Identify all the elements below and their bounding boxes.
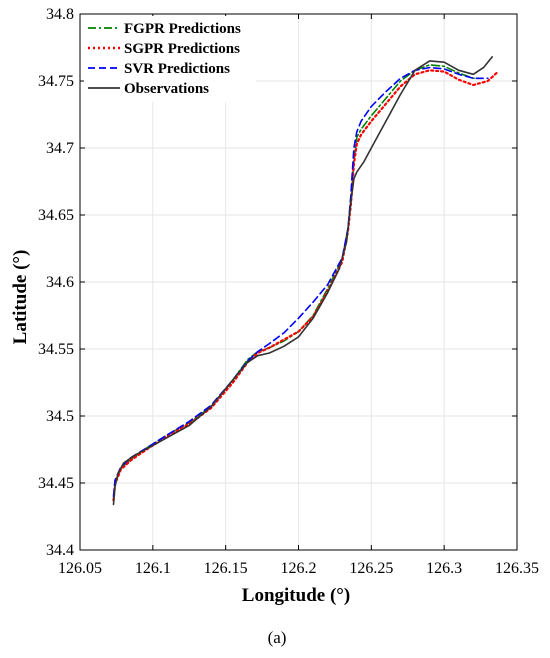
x-tick-label: 126.1 [135,560,171,577]
y-tick-label: 34.55 [38,341,74,358]
legend-label: Observations [124,81,209,97]
y-tick-label: 34.45 [38,475,74,492]
x-tick-labels: 126.05 126.1 126.15 126.2 126.25 126.3 126.35 [58,560,539,577]
legend-label: SVR Predictions [124,61,230,77]
y-tick-label: 34.7 [46,140,74,157]
x-axis-label: Longitude (°) [242,585,350,606]
x-tick-label: 126.2 [281,560,317,577]
y-tick-label: 34.4 [46,542,74,559]
y-tick-label: 34.65 [38,207,74,224]
x-tick-label: 126.15 [204,560,248,577]
legend-label: SGPR Predictions [124,41,240,57]
grid-lines [79,13,518,551]
y-tick-label: 34.6 [46,274,74,291]
series-line-observations [112,56,494,506]
y-tick-label: 34.75 [38,73,74,90]
x-tick-label: 126.35 [495,560,539,577]
x-tick-label: 126.05 [58,560,102,577]
y-tick-label: 34.8 [46,6,74,23]
series-lines [112,56,500,506]
legend: FGPR Predictions SGPR Predictions SVR Pred… [84,16,256,102]
y-tick-labels: 34.4 34.45 34.5 34.55 34.6 34.65 34.7 34.75 34.8 [38,6,74,559]
x-tick-label: 126.25 [349,560,393,577]
legend-label: FGPR Predictions [124,21,241,37]
series-line-sgpr-predictions [112,69,500,502]
figure-caption: (a) [268,628,287,647]
series-line-svr-predictions [112,66,489,498]
y-tick-label: 34.5 [46,408,74,425]
x-tick-label: 126.3 [426,560,462,577]
y-axis-label: Latitude (°) [10,250,31,345]
